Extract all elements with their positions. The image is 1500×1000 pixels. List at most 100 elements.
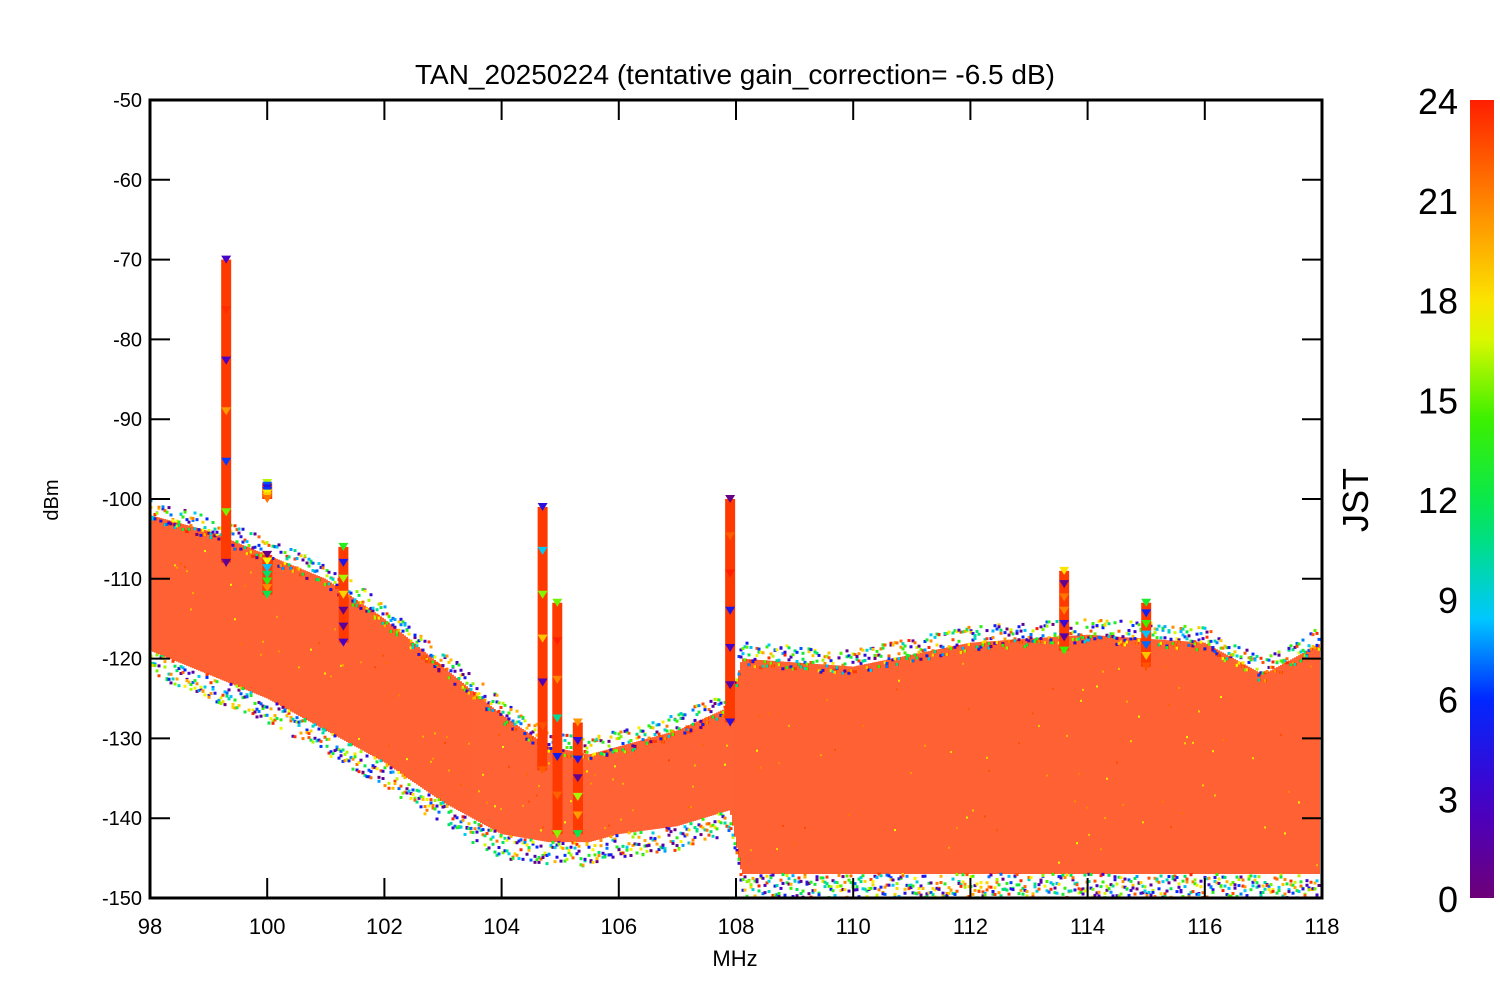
- noise-point: [260, 653, 262, 656]
- noise-point: [1275, 877, 1279, 881]
- noise-point: [981, 890, 985, 894]
- noise-point: [1179, 626, 1183, 630]
- noise-point: [853, 888, 857, 892]
- noise-point: [1009, 630, 1013, 634]
- noise-point: [527, 723, 531, 727]
- noise-point: [271, 544, 275, 548]
- noise-point: [1135, 874, 1139, 878]
- noise-point: [1157, 624, 1161, 628]
- noise-point: [1057, 875, 1061, 879]
- noise-point: [803, 875, 807, 879]
- noise-point: [821, 880, 825, 884]
- noise-point: [451, 826, 455, 830]
- noise-point: [655, 723, 659, 727]
- noise-point: [401, 791, 405, 795]
- noise-point: [1031, 639, 1035, 643]
- noise-point: [639, 729, 643, 733]
- noise-point: [371, 766, 375, 770]
- x-tick-label: 106: [600, 914, 637, 939]
- noise-point: [387, 786, 391, 790]
- noise-point: [383, 784, 387, 788]
- noise-point: [913, 653, 917, 657]
- noise-point: [1252, 757, 1254, 760]
- noise-point: [765, 664, 769, 668]
- noise-point: [1135, 621, 1139, 625]
- noise-point: [259, 702, 263, 706]
- noise-point: [959, 651, 963, 655]
- noise-point: [975, 645, 979, 649]
- noise-point: [423, 812, 427, 816]
- noise-point: [879, 874, 883, 878]
- noise-point: [585, 750, 589, 754]
- noise-point: [951, 891, 955, 895]
- noise-point: [1125, 632, 1129, 636]
- noise-point: [1093, 637, 1097, 641]
- noise-point: [1271, 665, 1275, 669]
- noise-point: [1121, 643, 1125, 647]
- noise-point: [331, 752, 335, 756]
- noise-point: [1138, 715, 1140, 718]
- noise-point: [971, 632, 975, 636]
- noise-point: [789, 665, 793, 669]
- noise-point: [495, 839, 499, 843]
- noise-point: [201, 689, 205, 693]
- noise-point: [927, 645, 931, 649]
- noise-point: [1078, 772, 1080, 775]
- noise-point: [153, 512, 157, 516]
- noise-point: [1088, 833, 1090, 836]
- noise-point: [437, 798, 441, 802]
- noise-point: [431, 806, 435, 810]
- noise-point: [1267, 888, 1271, 892]
- noise-point: [455, 826, 459, 830]
- noise-point: [465, 689, 469, 693]
- noise-point: [1199, 885, 1203, 889]
- noise-point: [421, 648, 425, 652]
- noise-point: [267, 543, 271, 547]
- noise-point: [951, 638, 955, 642]
- noise-point: [815, 875, 819, 879]
- noise-point: [671, 840, 675, 844]
- noise-point: [477, 823, 481, 827]
- noise-point: [1251, 884, 1255, 888]
- noise-point: [1107, 622, 1111, 626]
- noise-point: [605, 753, 609, 757]
- noise-point: [827, 651, 831, 655]
- noise-point: [817, 893, 821, 897]
- noise-point: [421, 795, 425, 799]
- noise-point: [1081, 892, 1085, 896]
- noise-point: [293, 719, 297, 723]
- noise-point: [505, 849, 509, 853]
- x-tick-label: 112: [953, 914, 988, 939]
- noise-point: [1143, 889, 1147, 893]
- noise-point: [177, 520, 181, 524]
- noise-point: [249, 691, 253, 695]
- noise-point: [531, 842, 535, 846]
- noise-point: [217, 700, 221, 704]
- peak-marker: [537, 634, 548, 643]
- noise-point: [991, 629, 995, 633]
- noise-point: [639, 847, 643, 851]
- noise-point: [499, 712, 503, 716]
- noise-point: [689, 728, 693, 732]
- noise-point: [1037, 887, 1041, 891]
- noise-point: [1125, 640, 1129, 644]
- noise-point: [1213, 649, 1217, 653]
- noise-point: [981, 643, 985, 647]
- noise-point: [1183, 635, 1187, 639]
- noise-point: [933, 650, 937, 654]
- noise-point: [1199, 640, 1203, 644]
- noise-point: [1301, 887, 1305, 891]
- noise-point: [647, 736, 651, 740]
- noise-point: [622, 782, 624, 785]
- peak-marker: [1141, 641, 1152, 650]
- noise-point: [933, 888, 937, 892]
- noise-point: [595, 857, 599, 861]
- noise-point: [395, 630, 399, 634]
- noise-point: [601, 855, 605, 859]
- y-tick-label: -50: [113, 90, 142, 112]
- noise-point: [331, 732, 335, 736]
- noise-point: [1198, 710, 1200, 713]
- noise-point: [357, 605, 361, 609]
- noise-point: [185, 518, 189, 522]
- peak-marker: [338, 638, 349, 647]
